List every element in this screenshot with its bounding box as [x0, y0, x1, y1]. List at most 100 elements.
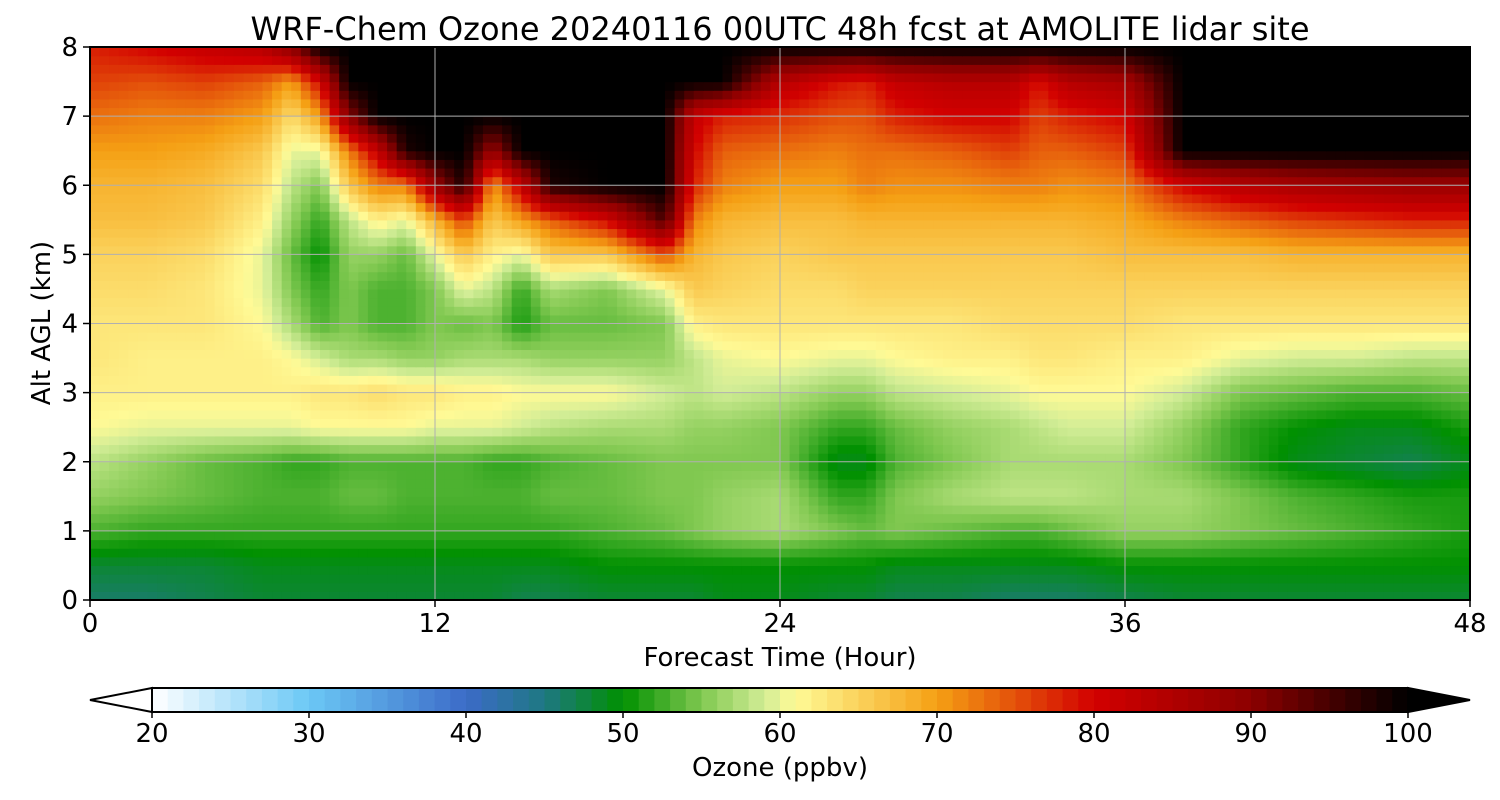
heatmap-cell: [377, 444, 388, 454]
heatmap-cell: [147, 427, 158, 437]
heatmap-cell: [1441, 487, 1452, 497]
heatmap-cell: [492, 479, 503, 489]
heatmap-cell: [818, 496, 829, 506]
heatmap-cell: [597, 479, 609, 489]
heatmap-cell: [856, 556, 867, 567]
heatmap-cell: [425, 306, 436, 316]
heatmap-cell: [252, 375, 264, 385]
heatmap-cell: [406, 332, 417, 342]
heatmap-cell: [109, 539, 120, 549]
heatmap-cell: [1163, 392, 1174, 402]
heatmap-cell: [597, 297, 609, 307]
heatmap-cell: [1412, 504, 1423, 515]
heatmap-cell: [1393, 444, 1404, 454]
heatmap-cell: [157, 496, 168, 506]
heatmap-cell: [1402, 591, 1414, 601]
heatmap-cell: [463, 392, 474, 402]
heatmap-cell: [981, 358, 992, 368]
heatmap-cell: [147, 444, 158, 454]
heatmap-cell: [329, 375, 340, 385]
heatmap-cell: [1335, 513, 1347, 523]
heatmap-cell: [971, 444, 982, 454]
heatmap-cell: [1163, 453, 1174, 463]
heatmap-cell: [272, 461, 283, 471]
heatmap-cell: [1393, 418, 1404, 428]
heatmap-cell: [205, 383, 216, 394]
heatmap-cell: [185, 392, 197, 402]
heatmap-cell: [396, 444, 407, 454]
heatmap-cell: [1057, 461, 1069, 471]
heatmap-cell: [1000, 340, 1011, 351]
heatmap-cell: [626, 401, 637, 411]
heatmap-cell: [300, 487, 312, 497]
heatmap-cell: [1316, 409, 1327, 420]
heatmap-cell: [1220, 496, 1232, 506]
heatmap-cell: [1220, 427, 1232, 437]
heatmap-cell: [1172, 582, 1184, 592]
heatmap-cell: [741, 470, 752, 480]
heatmap-cell: [128, 461, 139, 471]
heatmap-cell: [1000, 366, 1011, 376]
heatmap-cell: [1240, 314, 1251, 325]
heatmap-cell: [367, 574, 379, 584]
heatmap-cell: [636, 479, 647, 489]
heatmap-cell: [971, 392, 982, 402]
heatmap-cell: [1182, 504, 1193, 515]
heatmap-cell: [118, 522, 129, 532]
heatmap-cell: [99, 323, 110, 333]
heatmap-cell: [99, 340, 110, 351]
heatmap-cell: [377, 340, 388, 351]
heatmap-cell: [1307, 323, 1318, 333]
heatmap-cell: [1364, 332, 1375, 342]
heatmap-cell: [492, 418, 503, 428]
heatmap-cell: [300, 591, 312, 601]
heatmap-cell: [358, 487, 369, 497]
heatmap-cell: [1240, 453, 1251, 463]
heatmap-cell: [684, 522, 695, 532]
heatmap-cell: [1048, 591, 1059, 601]
heatmap-cell: [1402, 539, 1414, 549]
heatmap-cell: [818, 582, 829, 592]
heatmap-cell: [1297, 479, 1308, 489]
heatmap-cell: [741, 418, 752, 428]
heatmap-cell: [224, 574, 235, 584]
heatmap-cell: [684, 358, 695, 368]
heatmap-cell: [1000, 444, 1011, 454]
heatmap-cell: [1402, 574, 1414, 584]
heatmap-cell: [252, 548, 264, 558]
heatmap-cell: [1393, 496, 1404, 506]
heatmap-cell: [1000, 565, 1011, 575]
heatmap-cell: [885, 522, 896, 532]
heatmap-cell: [1201, 530, 1212, 541]
heatmap-cell: [1422, 314, 1433, 325]
heatmap-cell: [1393, 461, 1404, 471]
heatmap-cell: [530, 496, 542, 506]
heatmap-cell: [521, 323, 532, 333]
heatmap-cell: [147, 556, 158, 567]
heatmap-cell: [1316, 427, 1327, 437]
heatmap-cell: [473, 314, 484, 325]
heatmap-cell: [300, 530, 312, 541]
heatmap-cell: [942, 366, 954, 376]
heatmap-cell: [712, 444, 724, 454]
heatmap-cell: [780, 496, 791, 506]
heatmap-cell: [703, 340, 714, 351]
heatmap-cell: [866, 522, 877, 532]
heatmap-cell: [502, 548, 513, 558]
heatmap-cell: [157, 418, 168, 428]
heatmap-cell: [712, 487, 724, 497]
heatmap-cell: [1153, 323, 1164, 333]
heatmap-cell: [923, 435, 934, 446]
heatmap-cell: [569, 314, 580, 325]
heatmap-cell: [1201, 401, 1212, 411]
heatmap-cell: [99, 375, 110, 385]
heatmap-cell: [109, 332, 120, 342]
heatmap-cell: [981, 366, 992, 376]
heatmap-cell: [272, 470, 283, 480]
heatmap-cell: [530, 409, 542, 420]
heatmap-cell: [435, 314, 446, 325]
heatmap-cell: [578, 375, 589, 385]
heatmap-cell: [329, 435, 340, 446]
heatmap-cell: [962, 332, 973, 342]
heatmap-cell: [1192, 539, 1203, 549]
